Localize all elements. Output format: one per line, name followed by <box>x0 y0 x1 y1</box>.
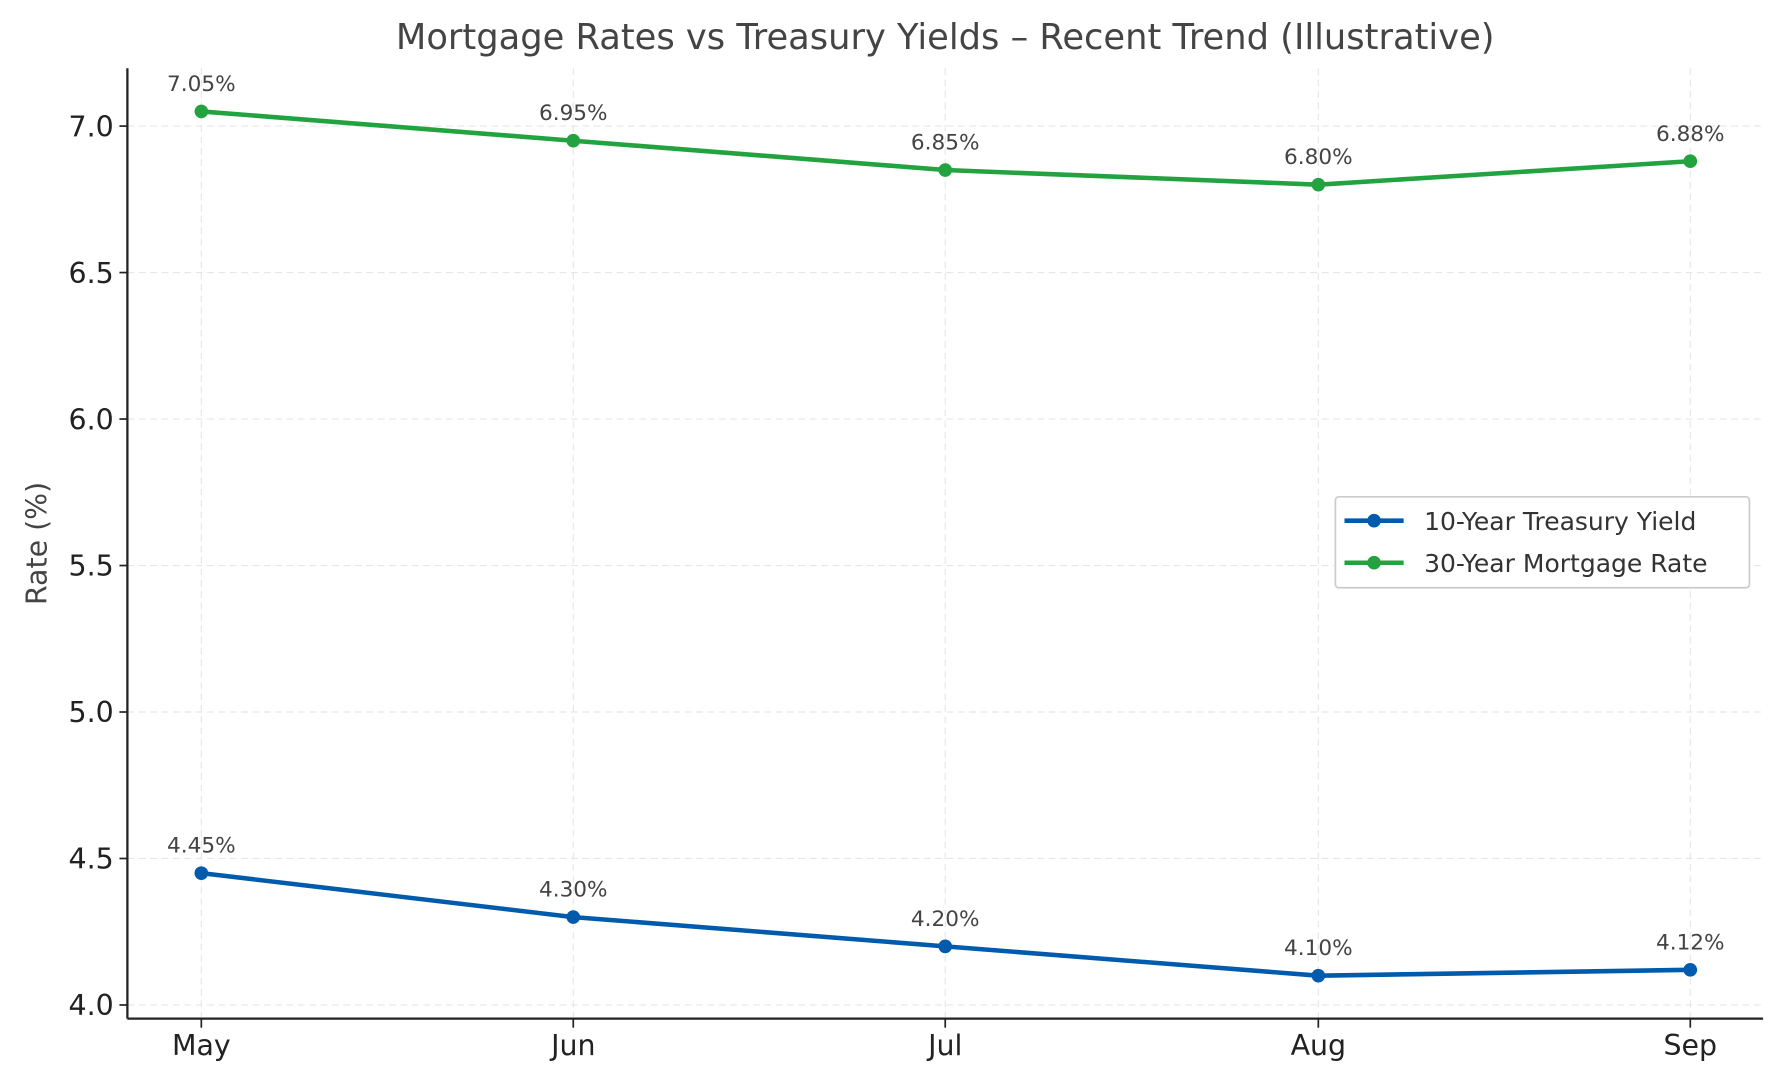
data-label: 4.10% <box>1284 936 1353 961</box>
data-point <box>938 939 953 954</box>
data-point <box>1311 177 1326 192</box>
data-point <box>566 133 581 148</box>
chart-title: Mortgage Rates vs Treasury Yields – Rece… <box>396 17 1495 58</box>
data-label: 6.88% <box>1656 122 1725 147</box>
x-tick-label: Jul <box>926 1029 962 1062</box>
legend-label-mortgage: 30-Year Mortgage Rate <box>1424 549 1707 578</box>
x-tick-label: Aug <box>1291 1029 1346 1062</box>
y-tick-label: 5.0 <box>69 696 114 729</box>
y-axis-label: Rate (%) <box>21 482 54 605</box>
y-tick-label: 6.5 <box>69 257 114 290</box>
data-label: 4.20% <box>911 907 980 932</box>
data-point <box>938 163 953 177</box>
y-tick-label: 4.5 <box>69 843 114 876</box>
data-point <box>1683 154 1698 169</box>
y-tick-label: 5.5 <box>69 550 114 583</box>
legend-label-treasury: 10-Year Treasury Yield <box>1424 507 1696 536</box>
data-point <box>1311 968 1326 983</box>
x-tick-label: Jun <box>549 1029 595 1062</box>
y-tick-label: 6.0 <box>69 403 114 436</box>
legend: 10-Year Treasury Yield 30-Year Mortgage … <box>1334 495 1751 589</box>
data-point <box>194 866 209 880</box>
data-label: 6.85% <box>911 131 980 156</box>
data-point <box>566 910 581 924</box>
data-label: 4.12% <box>1656 930 1725 955</box>
data-label: 6.95% <box>539 101 608 126</box>
y-tick-label: 7.0 <box>69 110 114 143</box>
data-label: 4.30% <box>539 878 608 903</box>
data-label: 6.80% <box>1284 145 1353 170</box>
x-tick-label: May <box>172 1029 231 1062</box>
x-tick-label: Sep <box>1663 1029 1717 1062</box>
y-tick-label: 4.0 <box>69 989 114 1022</box>
data-label: 4.45% <box>167 834 236 859</box>
data-point <box>194 104 209 119</box>
data-point <box>1683 962 1698 977</box>
data-label: 7.05% <box>167 72 236 97</box>
